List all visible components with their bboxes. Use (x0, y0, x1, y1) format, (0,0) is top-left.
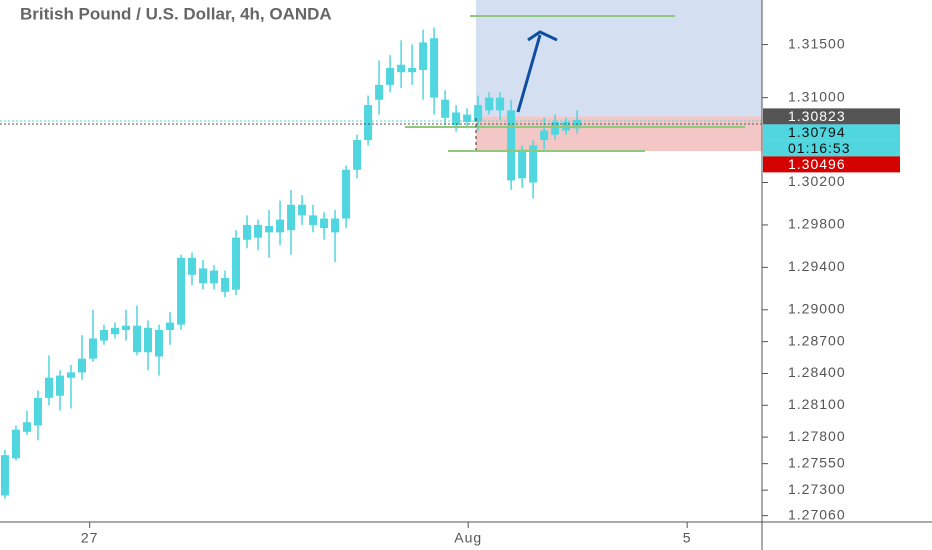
candle-body (408, 67, 417, 73)
candle-body (254, 224, 263, 238)
candle-body (121, 325, 130, 330)
countdown-label-bg (763, 140, 900, 157)
y-tick-label: 1.29000 (788, 301, 846, 317)
candle-body (44, 377, 53, 398)
price-label-bg (763, 156, 900, 173)
candle-body (287, 204, 296, 231)
candle-body (210, 270, 219, 284)
candle-body (518, 149, 527, 179)
candle-body (143, 327, 152, 353)
y-tick-label: 1.31000 (788, 88, 846, 104)
chart-title: British Pound / U.S. Dollar, 4h, OANDA (20, 4, 332, 23)
y-tick-label: 1.27060 (788, 506, 846, 522)
y-tick-label: 1.27300 (788, 481, 846, 497)
candle-body (397, 64, 406, 73)
candle-body (132, 325, 141, 353)
candle-body (353, 140, 362, 170)
candle-body (463, 114, 472, 123)
candle-body (265, 225, 274, 233)
candle-body (99, 329, 108, 341)
candle-body (430, 38, 439, 98)
candle-body (452, 112, 461, 126)
candle-body (55, 375, 64, 396)
x-tick-label: 27 (81, 530, 99, 546)
y-tick-label: 1.28700 (788, 332, 846, 348)
price-label: 1.30496 (788, 156, 846, 172)
candle-body (496, 97, 505, 111)
profit-zone (476, 0, 762, 117)
candle-body (66, 372, 75, 378)
direction-arrow (516, 30, 558, 113)
price-label: 1.30794 (788, 124, 846, 140)
candle-body (243, 224, 252, 240)
y-tick-label: 1.29800 (788, 216, 846, 232)
y-tick-label: 1.28100 (788, 396, 846, 412)
candle-body (298, 204, 307, 216)
candle-body (33, 397, 42, 426)
candle-body (188, 257, 197, 275)
candle-body (22, 422, 31, 432)
x-tick-label: 5 (683, 530, 692, 546)
y-tick-label: 1.29400 (788, 258, 846, 274)
candle-body (386, 67, 395, 85)
candle-body (155, 329, 164, 357)
countdown-label: 01:16:53 (788, 140, 851, 156)
candle-body (419, 42, 428, 71)
price-label-box: 1.30823 (763, 108, 900, 125)
candle-body (11, 429, 20, 459)
price-label-bg (763, 108, 900, 125)
candle-body (540, 130, 549, 141)
candle-body (276, 219, 285, 233)
candle-body (551, 122, 560, 135)
y-tick-label: 1.31500 (788, 35, 846, 51)
candle-body (110, 327, 119, 335)
x-tick-label: Aug (454, 530, 482, 546)
candle-body (77, 358, 86, 373)
candle-body (507, 110, 516, 181)
candle-body (88, 338, 97, 359)
candle-body (485, 97, 494, 111)
loss-zone (476, 116, 762, 152)
candle-body (441, 99, 450, 118)
price-label-box: 1.30496 (763, 156, 900, 173)
price-label-box: 1.30794 (763, 124, 900, 141)
price-label: 1.30823 (788, 108, 846, 124)
candle-body (364, 105, 373, 141)
y-tick-label: 1.27550 (788, 454, 846, 470)
candle-body (529, 145, 538, 183)
y-tick-label: 1.27800 (788, 428, 846, 444)
candle-body (177, 257, 186, 325)
candle-body (331, 218, 340, 233)
candle-body (309, 215, 318, 225)
y-tick-label: 1.30200 (788, 173, 846, 189)
candle-body (474, 105, 483, 123)
candle-body (342, 169, 351, 219)
candle-body (232, 237, 241, 290)
candle-body (199, 268, 208, 284)
candle-body (375, 84, 384, 100)
candle-body (0, 455, 9, 496)
price-label-bg (763, 124, 900, 141)
candle-body (166, 322, 175, 330)
countdown-label-box: 01:16:53 (763, 140, 900, 157)
y-tick-label: 1.28400 (788, 364, 846, 380)
candle-body (221, 277, 230, 292)
candle-body (320, 218, 329, 229)
